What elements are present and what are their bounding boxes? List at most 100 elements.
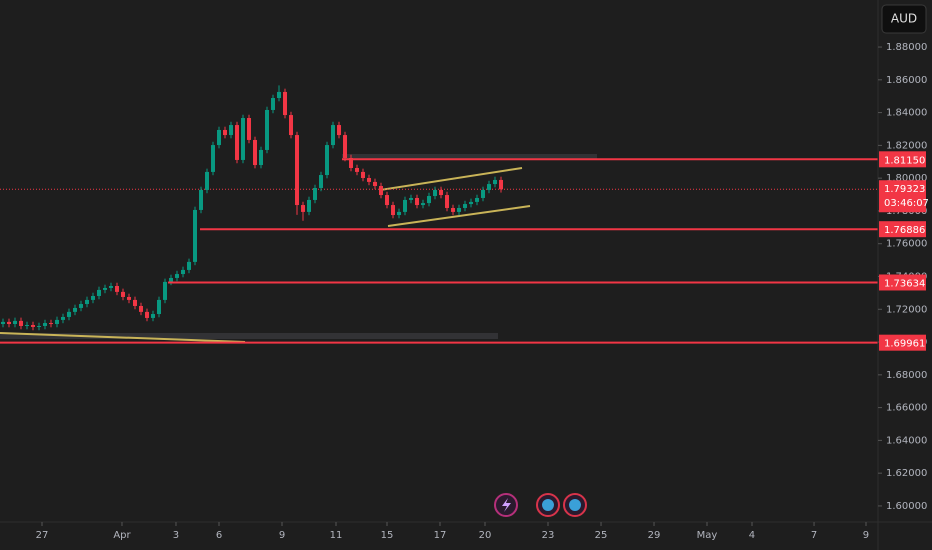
- event-icon: [569, 499, 581, 511]
- candle-body: [337, 125, 342, 136]
- candle-body: [19, 320, 24, 326]
- level-label-box: [879, 334, 926, 351]
- candle-body: [379, 186, 384, 196]
- x-tick-label: 25: [595, 530, 608, 541]
- candle-body: [85, 299, 90, 305]
- candle-body: [349, 157, 354, 168]
- y-tick-label: 1.84000: [886, 108, 927, 119]
- candle-body: [169, 277, 174, 282]
- candle-body: [445, 195, 450, 208]
- candle-body: [319, 175, 324, 188]
- y-tick-label: 1.72000: [886, 304, 927, 315]
- candle-body: [475, 197, 480, 202]
- candle-body: [139, 305, 144, 312]
- y-tick-label: 1.86000: [886, 75, 927, 86]
- candle-body: [133, 299, 138, 306]
- x-tick-label: 27: [36, 530, 49, 541]
- y-tick-label: 1.64000: [886, 435, 927, 446]
- candle-body: [67, 311, 72, 317]
- candle-body: [49, 323, 54, 325]
- candle-body: [409, 197, 414, 200]
- trend-line: [379, 167, 523, 191]
- x-tick-label: 9: [863, 530, 869, 541]
- candle-body: [307, 199, 312, 212]
- candle-body: [385, 195, 390, 206]
- candle-body: [397, 211, 402, 216]
- candle-body: [283, 91, 288, 116]
- candle-body: [373, 181, 378, 187]
- event-icon: [502, 498, 511, 512]
- candle-body: [301, 205, 306, 212]
- candle-body: [181, 269, 186, 275]
- candle-body: [427, 196, 432, 204]
- candle-body: [265, 109, 270, 150]
- candle-body: [259, 149, 264, 166]
- level-label-box: [879, 221, 926, 238]
- candle-body: [313, 187, 318, 200]
- candle-body: [145, 311, 150, 318]
- candle-body: [325, 145, 330, 176]
- x-tick-label: 9: [279, 530, 285, 541]
- candle-body: [451, 207, 456, 212]
- x-tick-label: Apr: [113, 530, 131, 541]
- candle-body: [241, 118, 246, 160]
- candle-body: [355, 167, 360, 172]
- candle-body: [37, 325, 42, 327]
- level-label-box: [879, 151, 926, 168]
- candle-body: [391, 205, 396, 216]
- currency-button[interactable]: [881, 4, 927, 34]
- candle-body: [481, 189, 486, 198]
- x-tick-label: 20: [479, 530, 492, 541]
- y-tick-label: 1.60000: [886, 501, 927, 512]
- candle-body: [235, 125, 240, 160]
- x-tick-label: 29: [648, 530, 661, 541]
- y-tick-label: 1.66000: [886, 403, 927, 414]
- candle-body: [55, 319, 60, 325]
- zone: [0, 333, 498, 339]
- candle-body: [415, 197, 420, 206]
- candle-body: [469, 201, 474, 205]
- level-label: 1.69961: [884, 339, 925, 350]
- candle-body: [1, 321, 6, 325]
- trend-line: [0, 332, 246, 343]
- candle-body: [163, 281, 168, 300]
- candle-body: [343, 135, 348, 158]
- x-tick-label: 3: [173, 530, 179, 541]
- candle-body: [253, 139, 258, 166]
- x-tick-label: 23: [542, 530, 555, 541]
- x-tick-label: 17: [434, 530, 447, 541]
- candle-body: [361, 171, 366, 178]
- trend-line: [387, 205, 531, 227]
- candle-body: [193, 209, 198, 262]
- x-tick-label: 6: [216, 530, 222, 541]
- candle-body: [223, 129, 228, 136]
- candle-body: [199, 189, 204, 210]
- candle-body: [295, 135, 300, 206]
- last-price-label: 1.79323: [884, 184, 925, 195]
- candle-body: [277, 91, 282, 99]
- level-label-box: [879, 274, 926, 291]
- candle-body: [421, 203, 426, 206]
- candle-body: [403, 199, 408, 212]
- candle-body: [25, 325, 30, 327]
- candle-body: [13, 320, 18, 325]
- candle-body: [205, 171, 210, 190]
- candle-body: [151, 314, 156, 318]
- candle-body: [31, 325, 36, 327]
- candle-body: [121, 291, 126, 297]
- candle-body: [43, 323, 48, 326]
- currency[interactable]: AUD: [891, 12, 917, 26]
- candle-body: [493, 179, 498, 185]
- candle-body: [157, 299, 162, 315]
- candle-body: [187, 261, 192, 270]
- candle-body: [127, 296, 132, 300]
- candle-body: [73, 307, 78, 312]
- level-label: 1.73634: [884, 278, 925, 289]
- y-tick-label: 1.68000: [886, 370, 927, 381]
- candle-body: [367, 177, 372, 182]
- x-tick-label: 15: [381, 530, 394, 541]
- y-tick-label: 1.76000: [886, 239, 927, 250]
- zone: [342, 154, 597, 159]
- candle-body: [61, 316, 66, 320]
